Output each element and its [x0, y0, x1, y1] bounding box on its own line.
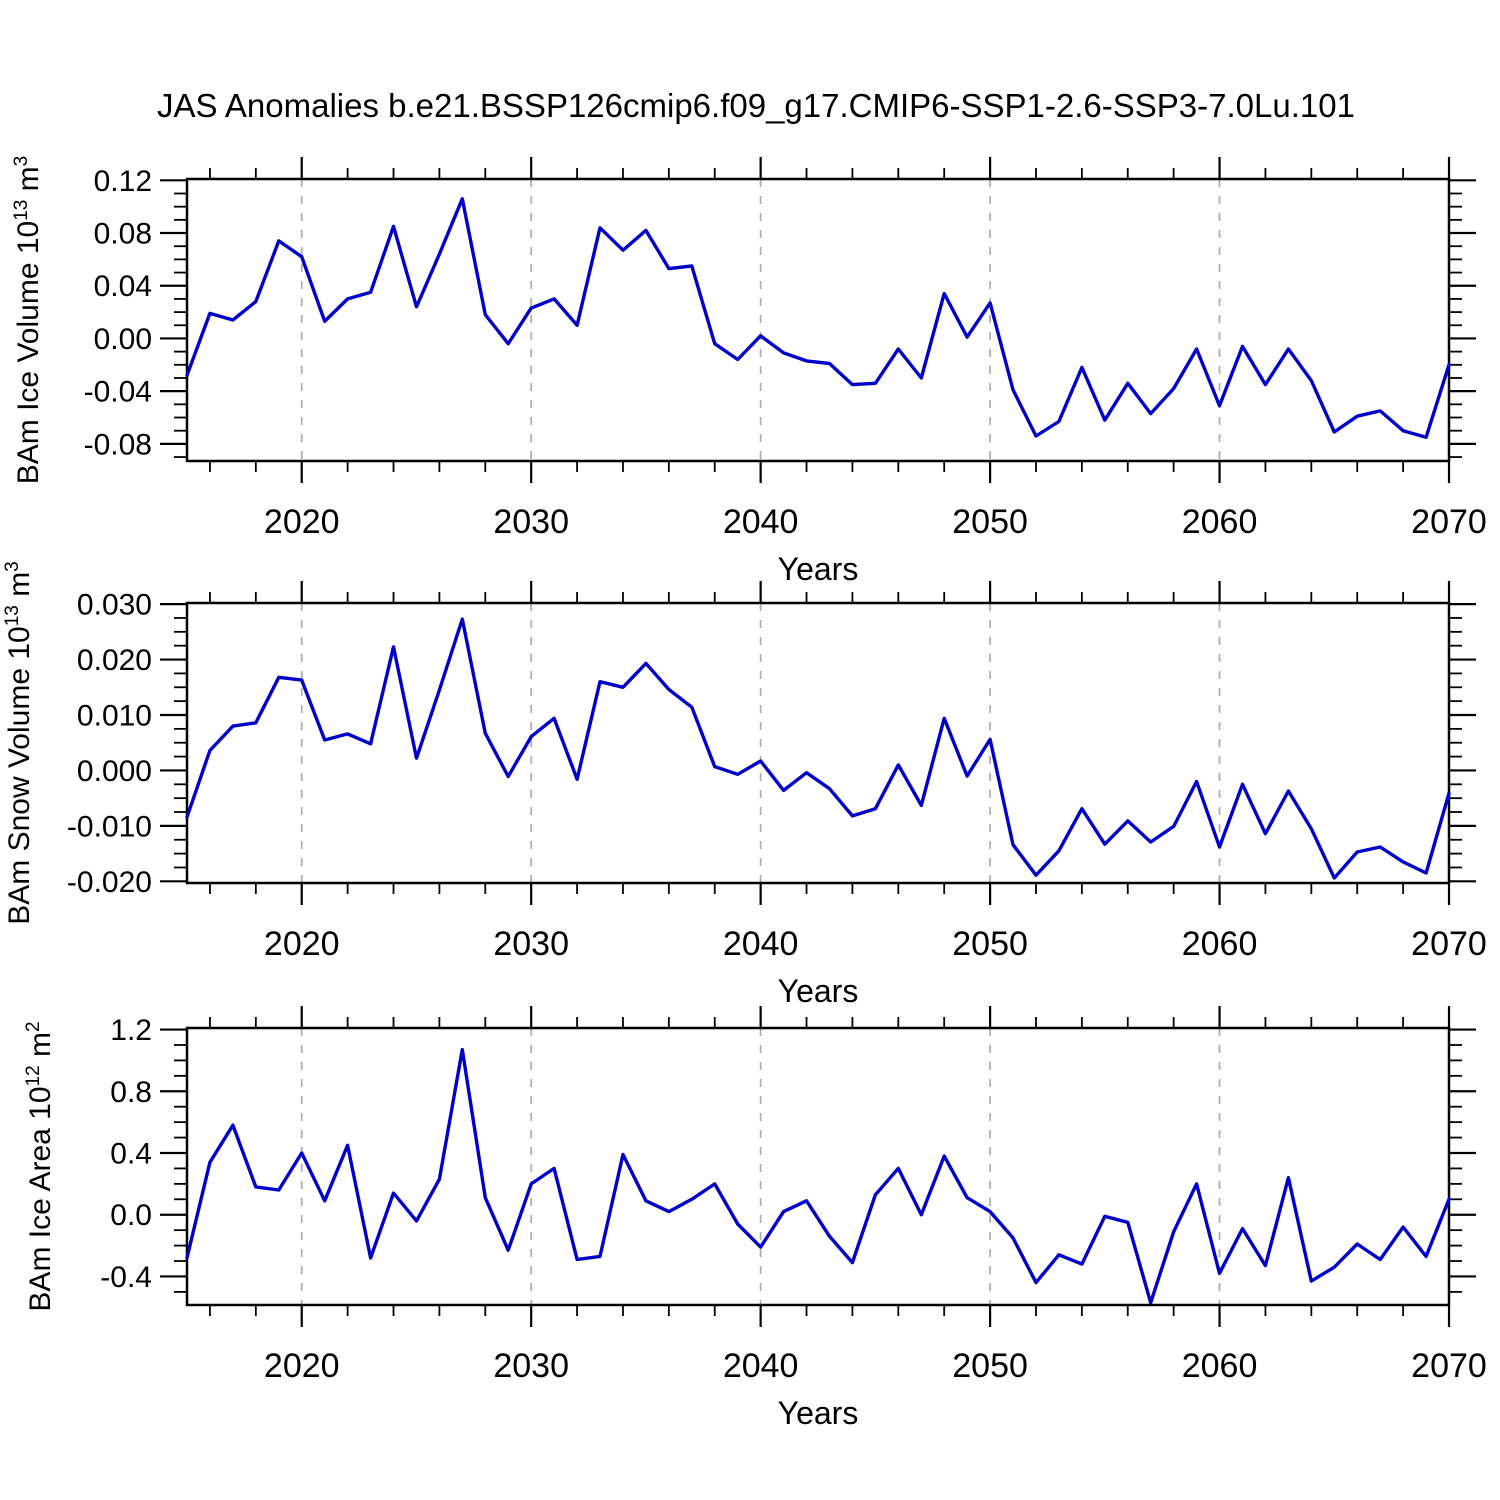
x-tick-label: 2040	[723, 503, 799, 541]
panel-bam-snow-volume: 0.030 0.020 0.010 0.000 -0.010 -0.020 2020 2030…	[2, 561, 1487, 1009]
x-tick-label: 2060	[1182, 1347, 1258, 1385]
y-tick-label: -0.010	[67, 810, 152, 843]
gridlines	[300, 1028, 1221, 1305]
x-axis-title: Years	[778, 973, 859, 1009]
data-line-bam-ice-area	[185, 1047, 1451, 1305]
y-tick-label: 0.12	[94, 165, 152, 198]
y-axis-title: BAm Ice Volume 1013 m3	[11, 156, 45, 485]
x-tick-label: 2050	[952, 1347, 1028, 1385]
x-tick-label: 2050	[952, 925, 1028, 963]
x-tick-label: 2030	[493, 1347, 569, 1385]
data-line-bam-ice-volume	[185, 197, 1451, 439]
x-tick-label: 2040	[723, 1347, 799, 1385]
x-tick-label: 2060	[1182, 925, 1258, 963]
panel-bam-ice-volume: 0.12 0.08 0.04 0.00 -0.04 -0.08 2020 2030 2040 20…	[11, 156, 1487, 587]
y-tick-label: 0.030	[77, 589, 152, 622]
y-tick-label: -0.08	[84, 428, 152, 461]
y-tick-label: 0.020	[77, 644, 152, 677]
x-axis-title: Years	[778, 551, 859, 587]
y-tick-label: 0.010	[77, 700, 152, 733]
y-tick-label: 0.000	[77, 755, 152, 788]
y-tick-label: 0.04	[94, 270, 152, 303]
axis-ticks	[160, 1006, 1476, 1327]
plot-frame	[185, 177, 1451, 463]
y-tick-label: 0.08	[94, 218, 152, 251]
plot-frame	[185, 1026, 1451, 1307]
x-tick-label: 2020	[264, 925, 340, 963]
y-axis-title: BAm Ice Area 1012 m2	[23, 1021, 57, 1311]
panels: 0.12 0.08 0.04 0.00 -0.04 -0.08 2020 2030 2040 20…	[2, 156, 1487, 1431]
x-tick-label: 2030	[493, 925, 569, 963]
y-tick-label: 1.2	[110, 1014, 152, 1047]
plot-frame	[185, 601, 1451, 885]
x-tick-label: 2020	[264, 503, 340, 541]
x-tick-label: 2070	[1411, 925, 1487, 963]
axis-ticks	[160, 157, 1476, 483]
x-tick-label: 2070	[1411, 1347, 1487, 1385]
y-tick-label: 0.00	[94, 323, 152, 356]
y-tick-label: 0.8	[110, 1076, 152, 1109]
y-tick-label: -0.020	[67, 866, 152, 899]
x-tick-label: 2020	[264, 1347, 340, 1385]
x-tick-label: 2030	[493, 503, 569, 541]
y-tick-label: 0.4	[110, 1137, 152, 1170]
x-axis-title: Years	[778, 1395, 859, 1431]
y-axis-title: BAm Snow Volume 1013 m3	[2, 561, 36, 925]
y-tick-label: 0.0	[110, 1199, 152, 1232]
chart-title: JAS Anomalies b.e21.BSSP126cmip6.f09_g17…	[157, 87, 1355, 124]
x-tick-label: 2060	[1182, 503, 1258, 541]
gridlines	[300, 603, 1221, 883]
axis-ticks	[160, 581, 1476, 905]
x-tick-label: 2070	[1411, 503, 1487, 541]
x-tick-label: 2050	[952, 503, 1028, 541]
y-tick-label: -0.4	[100, 1261, 152, 1294]
data-line-bam-snow-volume	[185, 617, 1451, 880]
panel-bam-ice-area: 1.2 0.8 0.4 0.0 -0.4 2020 2030 2040 2050 2060 2070…	[23, 1006, 1487, 1431]
gridlines	[300, 179, 1221, 461]
y-tick-label: -0.04	[84, 376, 152, 409]
x-tick-label: 2040	[723, 925, 799, 963]
